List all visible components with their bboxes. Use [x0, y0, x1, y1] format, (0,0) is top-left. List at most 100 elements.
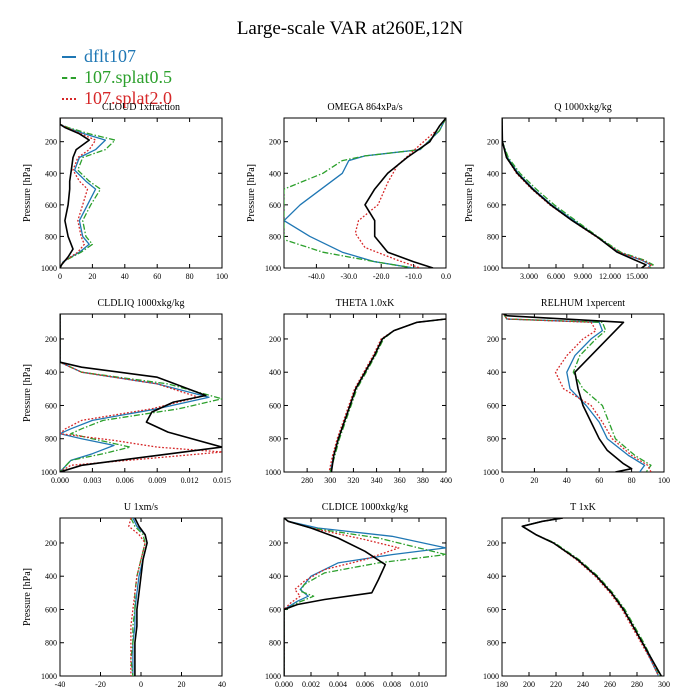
- series-line-2: [284, 118, 446, 268]
- x-tick-label: 0.010: [410, 680, 428, 689]
- chart-title: U 1xm/s: [124, 502, 158, 513]
- series-line-2: [130, 518, 146, 676]
- y-axis-label: Pressure [hPa]: [246, 164, 257, 222]
- y-tick-label: 200: [487, 138, 499, 147]
- chart-title: RELHUM 1xpercent: [541, 298, 625, 309]
- y-tick-label: 1000: [483, 672, 499, 681]
- x-tick-label: 20: [530, 476, 538, 485]
- y-tick-label: 600: [269, 201, 281, 210]
- series-line-4: [364, 118, 446, 268]
- y-axis-label: Pressure [hPa]: [22, 364, 33, 422]
- x-tick-label: 0: [58, 272, 62, 281]
- series-line-2: [329, 318, 446, 472]
- y-tick-label: 1000: [483, 264, 499, 273]
- x-tick-label: -10.0: [405, 272, 422, 281]
- x-tick-label: 380: [417, 476, 429, 485]
- series-line-4: [284, 518, 387, 676]
- chart-panel-2: OMEGA 864xPa/s Pressure [hPa] 200 400 600 800…: [246, 102, 451, 281]
- x-tick-label: -30.0: [340, 272, 357, 281]
- x-tick-label: 0.006: [116, 476, 134, 485]
- x-tick-label: 80: [628, 476, 636, 485]
- series-line-2: [503, 314, 652, 472]
- y-tick-label: 600: [487, 605, 499, 614]
- x-tick-label: 220: [550, 680, 562, 689]
- x-tick-label: 20: [88, 272, 96, 281]
- x-tick-label: 60: [153, 272, 161, 281]
- series-line-3: [521, 518, 660, 676]
- legend-swatch-1: [62, 56, 76, 58]
- x-tick-label: 180: [496, 680, 508, 689]
- series-line-4: [502, 118, 647, 268]
- y-tick-label: 1000: [265, 468, 281, 477]
- x-tick-label: -20: [95, 680, 106, 689]
- series-line-3: [502, 118, 653, 268]
- chart-title: T 1xK: [570, 502, 596, 513]
- x-tick-label: 200: [523, 680, 535, 689]
- series-line-2: [284, 518, 446, 676]
- plot-frame: [501, 313, 665, 473]
- legend-swatch-3: [62, 98, 76, 100]
- series-line-1: [284, 118, 446, 268]
- y-tick-label: 200: [45, 138, 57, 147]
- y-axis-label: Pressure [hPa]: [22, 164, 33, 222]
- x-tick-label: 280: [631, 680, 643, 689]
- x-tick-label: 0: [500, 476, 504, 485]
- x-tick-label: 100: [216, 272, 228, 281]
- x-tick-label: 0.015: [213, 476, 231, 485]
- series-line-1: [60, 118, 107, 268]
- x-tick-label: 300: [324, 476, 336, 485]
- x-tick-label: 0.008: [383, 680, 401, 689]
- y-tick-label: 800: [45, 435, 57, 444]
- series-line-1: [284, 518, 446, 676]
- x-tick-label: 100: [658, 476, 670, 485]
- y-tick-label: 400: [45, 572, 57, 581]
- x-tick-label: 3.000: [520, 272, 538, 281]
- y-tick-label: 600: [487, 401, 499, 410]
- x-tick-label: 280: [301, 476, 313, 485]
- legend-swatch-2: [62, 77, 76, 79]
- plot-frame: [59, 313, 223, 473]
- y-tick-label: 200: [269, 138, 281, 147]
- series-line-3: [60, 314, 222, 472]
- y-tick-label: 200: [487, 539, 499, 548]
- x-tick-label: 0.004: [329, 680, 347, 689]
- series-line-2: [60, 118, 116, 268]
- chart-panel-4: CLDLIQ 1000xkg/kg Pressure [hPa] 200 400 600…: [22, 298, 231, 485]
- y-axis-label: Pressure [hPa]: [464, 164, 475, 222]
- x-tick-label: 12.000: [599, 272, 621, 281]
- x-tick-label: 300: [658, 680, 670, 689]
- x-tick-label: -40.0: [308, 272, 325, 281]
- y-tick-label: 200: [45, 539, 57, 548]
- plot-frame: [59, 517, 223, 677]
- x-tick-label: 360: [394, 476, 406, 485]
- x-tick-label: 0.0: [441, 272, 451, 281]
- x-tick-label: 80: [186, 272, 194, 281]
- x-tick-label: 9.000: [574, 272, 592, 281]
- y-tick-label: 600: [45, 201, 57, 210]
- y-tick-label: 400: [487, 368, 499, 377]
- series-line-2: [502, 118, 654, 268]
- y-tick-label: 400: [487, 169, 499, 178]
- y-tick-label: 600: [487, 201, 499, 210]
- chart-title: CLDLIQ 1000xkg/kg: [98, 298, 185, 309]
- x-tick-label: 40: [121, 272, 129, 281]
- y-tick-label: 1000: [41, 672, 57, 681]
- series-line-2: [60, 314, 222, 472]
- series-line-3: [328, 318, 446, 472]
- series-line-4: [60, 118, 90, 268]
- x-tick-label: 60: [595, 476, 603, 485]
- x-tick-label: 260: [604, 680, 616, 689]
- series-line-3: [128, 518, 146, 676]
- y-tick-label: 600: [269, 401, 281, 410]
- y-tick-label: 400: [487, 572, 499, 581]
- y-tick-label: 1000: [483, 468, 499, 477]
- chart-title: THETA 1.0xK: [336, 298, 395, 309]
- chart-panel-3: Q 1000xkg/kg Pressure [hPa] 200 400 600 800 10…: [464, 102, 665, 281]
- y-tick-label: 1000: [265, 264, 281, 273]
- x-tick-label: 0.009: [148, 476, 166, 485]
- series-line-4: [521, 518, 662, 676]
- plot-frame: [59, 117, 223, 269]
